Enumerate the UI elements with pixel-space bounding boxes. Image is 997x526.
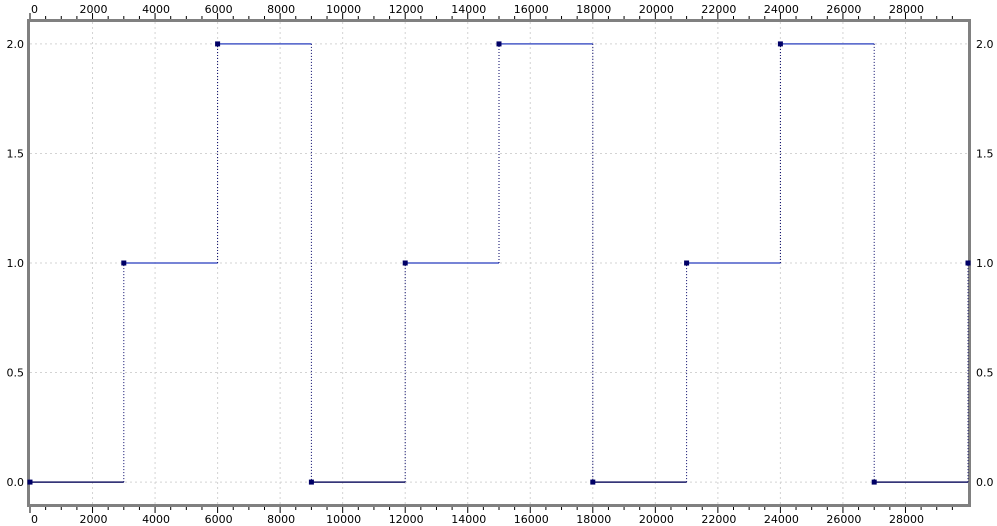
y-tick-label-left: 2.0 [7,38,25,51]
axes: 0 0 2000 2000 4000 4000 6000 6000 8000 8000 10000 1… [7,3,994,526]
x-tick-label-top: 24000 [764,3,799,16]
y-tick-label-left: 0.0 [7,476,25,489]
data-point-marker [27,479,33,485]
x-tick-label-bottom: 8000 [267,513,295,526]
x-tick-label-bottom: 0 [31,513,38,526]
y-tick-label-right: 1.0 [976,257,994,270]
y-tick-label-left: 0.5 [7,367,25,380]
data-point-marker [590,479,596,485]
data-point-marker [777,41,783,47]
x-tick-label-bottom: 26000 [826,513,861,526]
x-tick-label-top: 4000 [142,3,170,16]
y-tick-label-left: 1.5 [7,147,25,160]
x-tick-label-bottom: 24000 [764,513,799,526]
y-tick-label-right: 1.5 [976,147,994,160]
x-tick-label-top: 12000 [389,3,424,16]
x-tick-label-top: 14000 [451,3,486,16]
x-tick-label-bottom: 4000 [142,513,170,526]
y-tick-label-right: 0.5 [976,367,994,380]
data-point-marker [121,260,127,266]
data-series [27,41,971,485]
x-tick-label-bottom: 10000 [326,513,361,526]
x-tick-label-top: 28000 [889,3,924,16]
x-tick-label-bottom: 14000 [451,513,486,526]
x-tick-label-bottom: 12000 [389,513,424,526]
data-point-marker [684,260,690,266]
y-tick-label-right: 2.0 [976,38,994,51]
x-tick-label-top: 20000 [639,3,674,16]
x-tick-label-top: 8000 [267,3,295,16]
data-point-marker [965,260,971,266]
x-tick-label-top: 2000 [80,3,108,16]
x-tick-label-bottom: 28000 [889,513,924,526]
x-tick-label-top: 22000 [701,3,736,16]
grid [30,22,968,504]
data-point-marker [215,41,221,47]
x-tick-label-top: 6000 [205,3,233,16]
x-tick-label-bottom: 6000 [205,513,233,526]
x-tick-label-bottom: 22000 [701,513,736,526]
data-point-marker [871,479,877,485]
y-tick-label-left: 1.0 [7,257,25,270]
x-tick-label-top: 18000 [576,3,611,16]
x-tick-label-bottom: 20000 [639,513,674,526]
x-tick-label-top: 10000 [326,3,361,16]
x-tick-label-top: 0 [31,3,38,16]
data-point-marker [402,260,408,266]
x-tick-label-bottom: 2000 [80,513,108,526]
data-point-marker [308,479,314,485]
data-point-marker [496,41,502,47]
x-tick-label-top: 16000 [514,3,549,16]
y-tick-label-right: 0.0 [976,476,994,489]
x-tick-label-bottom: 16000 [514,513,549,526]
x-tick-label-bottom: 18000 [576,513,611,526]
x-tick-label-top: 26000 [826,3,861,16]
